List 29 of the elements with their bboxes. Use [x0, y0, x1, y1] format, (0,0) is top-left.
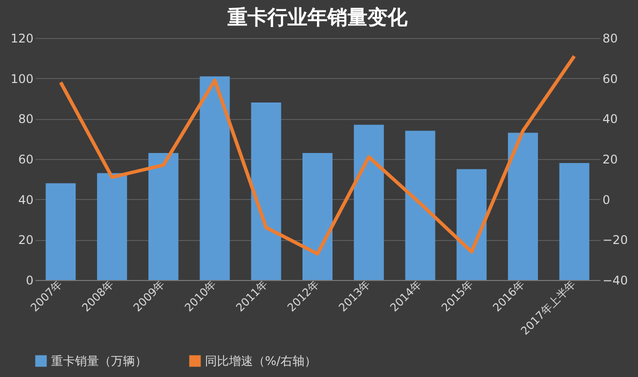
bar — [508, 132, 538, 280]
bar — [200, 76, 230, 280]
y2-tick-label: 40 — [602, 112, 618, 126]
y2-tick-label: 80 — [602, 32, 618, 46]
bar — [148, 152, 178, 280]
y-tick-label: 60 — [18, 152, 34, 166]
y-tick-label: 20 — [18, 233, 34, 248]
y-tick-label: 100 — [10, 72, 34, 86]
line-series — [58, 54, 576, 256]
bar — [405, 130, 436, 280]
legend-label: 同比增速（%/右轴） — [205, 354, 316, 368]
y-tick-label: 0 — [26, 274, 34, 288]
bar — [302, 152, 332, 280]
bar — [354, 124, 384, 280]
bar — [46, 183, 76, 280]
y2-tick-label: 20 — [602, 152, 618, 166]
legend-label: 重卡销量（万辆） — [51, 354, 147, 368]
y2-tick-label: 0 — [602, 192, 610, 207]
bar — [559, 163, 590, 280]
bar — [251, 102, 282, 280]
bar — [456, 169, 487, 280]
y2-tick-label: 60 — [602, 72, 618, 86]
y2-tick-label: −40 — [602, 274, 628, 288]
y-tick-label: 80 — [18, 112, 34, 126]
y-tick-label: 40 — [18, 192, 34, 207]
y2-tick-label: −20 — [602, 233, 628, 248]
bar — [97, 173, 128, 280]
y-tick-label: 120 — [10, 32, 34, 46]
chart-title: 重卡行业年销量变化 — [226, 5, 408, 29]
